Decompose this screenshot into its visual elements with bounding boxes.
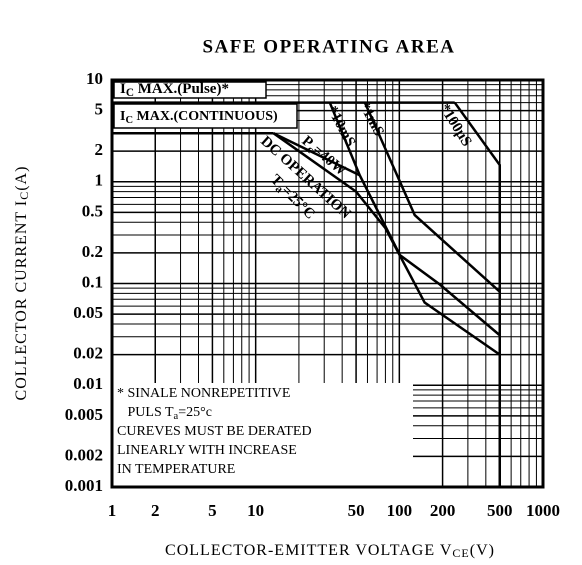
text-part: * SINALE NONREPETITIVE	[117, 386, 290, 401]
note-line: IN TEMPERATURE	[117, 462, 235, 477]
y-tick-label: 2	[95, 140, 104, 159]
text-part: CUREVES MUST BE DERATED	[117, 424, 312, 439]
x-tick-label: 5	[208, 501, 217, 520]
note-line: * SINALE NONREPETITIVE	[117, 386, 290, 401]
y-tick-label: 0.2	[82, 242, 103, 261]
y-tick-label: 0.05	[73, 303, 103, 322]
text-part: (V)	[470, 542, 495, 559]
x-tick-label: 50	[348, 501, 365, 520]
x-axis-title: COLLECTOR-EMITTER VOLTAGE VCE(V)	[165, 542, 495, 561]
x-tick-label: 2	[151, 501, 160, 520]
text-part: I	[120, 81, 126, 97]
y-tick-label: 1	[95, 171, 104, 190]
text-part: MAX.(CONTINUOUS)	[133, 109, 278, 124]
subscript: CE	[452, 546, 469, 560]
text-part: COLLECTOR CURRENT I	[13, 200, 30, 401]
y-tick-label: 10	[86, 69, 103, 88]
text-part: (A)	[13, 166, 30, 191]
text-part: I	[120, 109, 125, 124]
label-box	[113, 103, 298, 129]
subscript: C	[125, 115, 133, 126]
y-tick-label: 0.02	[73, 344, 103, 363]
x-tick-label: 500	[487, 501, 513, 520]
x-tick-label: 200	[430, 501, 456, 520]
note-box	[113, 383, 413, 486]
subscript: C	[17, 191, 31, 200]
note-line: LINEARLY WITH INCREASE	[117, 443, 297, 458]
note-line: CUREVES MUST BE DERATED	[117, 424, 312, 439]
label-box	[113, 81, 267, 99]
x-tick-label: 1000	[526, 501, 560, 520]
series-line	[328, 102, 501, 337]
y-tick-label: 0.002	[65, 445, 103, 464]
text-part: IN TEMPERATURE	[117, 462, 235, 477]
text-part: PULS T	[117, 405, 174, 420]
y-tick-label: 0.5	[82, 201, 103, 220]
text-part: COLLECTOR-EMITTER VOLTAGE V	[165, 542, 452, 559]
text-part: LINEARLY WITH INCREASE	[117, 443, 297, 458]
series-line	[272, 132, 361, 177]
y-tick-label: 0.001	[65, 476, 103, 495]
x-tick-label: 10	[247, 501, 264, 520]
plot-frame	[110, 78, 545, 489]
text-part: =25°c	[178, 405, 212, 420]
note-line: PULS Ta=25°c	[117, 405, 212, 421]
text-part: MAX.(Pulse)*	[134, 81, 229, 97]
x-tick-label: 100	[387, 501, 413, 520]
series-label: IC MAX.(Pulse)*	[120, 81, 229, 98]
y-tick-label: 0.1	[82, 272, 103, 291]
subscript: c	[304, 144, 316, 156]
subscript: C	[126, 87, 134, 99]
y-tick-label: 0.005	[65, 405, 103, 424]
y-tick-label: 5	[95, 100, 104, 119]
series-line	[272, 132, 501, 356]
chart-title: SAFE OPERATING AREA	[202, 36, 455, 57]
subscript: a	[174, 411, 179, 422]
series-line	[453, 101, 502, 487]
series-label: IC MAX.(CONTINUOUS)	[120, 109, 278, 125]
x-tick-label: 1	[108, 501, 117, 520]
series-line	[363, 102, 501, 293]
y-axis-title: COLLECTOR CURRENT IC(A)	[13, 166, 32, 401]
y-tick-label: 0.01	[73, 374, 103, 393]
